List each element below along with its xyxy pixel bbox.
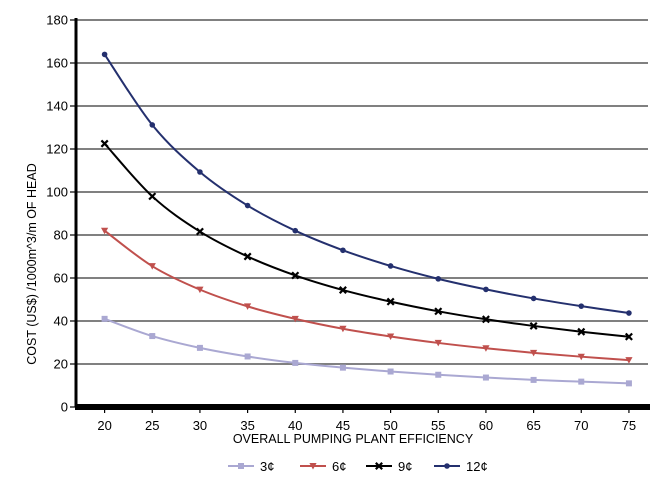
data-point	[100, 139, 109, 148]
y-tick-label: 80	[54, 228, 68, 243]
data-point	[339, 325, 347, 333]
data-point	[244, 202, 251, 209]
x-tick-label: 55	[431, 418, 445, 433]
data-point	[196, 344, 203, 351]
data-point	[386, 297, 395, 306]
axes	[74, 18, 650, 410]
data-point	[149, 122, 156, 128]
data-point	[243, 252, 252, 261]
data-point	[578, 303, 585, 309]
series-line	[104, 229, 630, 362]
data-point	[339, 364, 346, 371]
data-point	[435, 276, 442, 282]
data-point	[577, 327, 586, 336]
data-point	[529, 321, 538, 330]
y-tick-label: 0	[61, 400, 68, 415]
data-point	[387, 333, 395, 340]
legend-swatch-marker	[238, 463, 244, 469]
x-tick-label: 30	[193, 418, 207, 433]
data-point	[148, 192, 157, 201]
data-point	[482, 345, 490, 352]
data-point	[530, 376, 537, 383]
data-point	[387, 263, 394, 269]
data-point	[244, 303, 252, 310]
legend-label: 9¢	[398, 459, 412, 474]
data-point	[101, 227, 109, 235]
data-point	[292, 359, 299, 366]
x-tick-label: 60	[479, 418, 493, 433]
y-tick-label: 100	[46, 185, 68, 200]
y-tick-label: 120	[46, 142, 68, 157]
series-1	[101, 315, 632, 387]
series-4	[101, 51, 632, 316]
data-point	[483, 286, 489, 293]
data-point	[530, 295, 537, 302]
y-tick-label: 40	[54, 314, 68, 329]
x-tick-label: 35	[240, 418, 254, 433]
series-2	[101, 227, 633, 364]
y-tick-label: 60	[54, 271, 68, 286]
data-point	[244, 353, 251, 360]
x-tick-label: 70	[574, 418, 588, 433]
data-point	[625, 380, 632, 387]
series-line	[103, 142, 630, 338]
legend-item: 6¢	[300, 459, 346, 474]
data-point	[530, 349, 538, 357]
data-point	[435, 371, 442, 378]
data-point	[625, 357, 633, 364]
data-point	[482, 374, 489, 381]
y-tick-label: 140	[46, 99, 68, 114]
data-point	[291, 271, 300, 280]
data-point	[338, 286, 347, 295]
data-point	[340, 247, 346, 254]
legend: 3¢ 6¢ 9¢ 12¢	[228, 459, 488, 474]
x-tick-label: 25	[145, 418, 159, 433]
x-tick-label: 45	[336, 418, 350, 433]
data-point	[291, 315, 299, 323]
series-layer	[100, 51, 633, 387]
legend-swatch-marker	[309, 463, 317, 470]
legend-label: 12¢	[466, 459, 488, 474]
legend-label: 3¢	[260, 459, 274, 474]
data-point	[149, 333, 156, 340]
gridlines	[76, 19, 648, 365]
x-axis-title: OVERALL PUMPING PLANT EFFICIENCY	[233, 432, 474, 446]
x-tick-label: 20	[97, 418, 111, 433]
data-point	[101, 51, 108, 58]
data-point	[624, 332, 633, 341]
x-tick-label: 50	[383, 418, 397, 433]
legend-swatch-marker	[375, 462, 383, 470]
data-point	[148, 263, 156, 270]
series-line	[104, 317, 629, 385]
legend-label: 6¢	[332, 459, 346, 474]
legend-item: 3¢	[228, 459, 274, 474]
data-point	[195, 227, 204, 236]
data-point	[577, 353, 585, 361]
y-tick-label: 160	[46, 56, 68, 71]
data-point	[196, 286, 204, 294]
x-tick-label: 40	[288, 418, 302, 433]
legend-item: 12¢	[434, 459, 488, 474]
data-point	[578, 378, 585, 385]
data-point	[481, 315, 490, 324]
series-line	[103, 53, 630, 315]
legend-item: 9¢	[366, 459, 412, 474]
data-point	[626, 310, 632, 316]
legend-swatch-marker	[444, 463, 450, 469]
data-point	[434, 307, 443, 316]
tick-labels: 0 20 40 60 80 100 120 140 160 180 20 25 30 35 40 45 50 55…	[46, 13, 636, 434]
data-point	[292, 227, 299, 234]
data-point	[197, 169, 203, 175]
y-tick-label: 20	[54, 357, 68, 372]
x-tick-label: 75	[622, 418, 636, 433]
y-tick-label: 180	[46, 13, 68, 28]
x-tick-label: 65	[526, 418, 540, 433]
data-point	[434, 339, 442, 347]
data-point	[387, 368, 394, 375]
y-axis-title: COST (US$) /1000m^3/m OF HEAD	[25, 163, 39, 365]
series-3	[100, 139, 633, 341]
data-point	[101, 315, 108, 322]
